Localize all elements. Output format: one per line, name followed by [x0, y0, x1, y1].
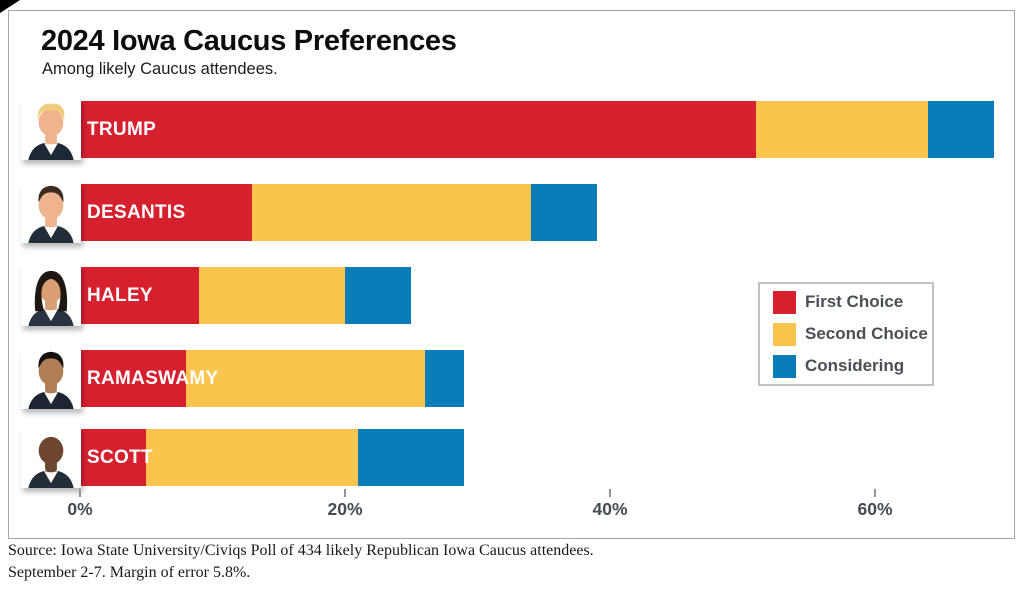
legend-item-second-choice: Second Choice: [773, 322, 932, 346]
bar-row-desantis: DESANTIS: [9, 182, 1014, 243]
x-tick-label-40: 40%: [592, 499, 628, 519]
source-line-1: Source: Iowa State University/Civiqs Pol…: [8, 542, 594, 559]
chart-subtitle: Among likely Caucus attendees.: [42, 60, 278, 78]
chart-title: 2024 Iowa Caucus Preferences: [41, 25, 457, 57]
ramaswamy-headshot-icon: [21, 348, 81, 409]
chart-frame: 2024 Iowa Caucus Preferences Among likel…: [8, 10, 1015, 539]
legend-label-first-choice: First Choice: [805, 292, 904, 311]
x-tick-label-0: 0%: [67, 499, 93, 519]
legend: First Choice Second Choice Considering: [758, 282, 934, 386]
legend-label-second-choice: Second Choice: [805, 324, 928, 343]
segment-considering-scott: [358, 429, 465, 486]
segment-first-choice-scott: [80, 429, 147, 486]
segment-first-choice-haley: [80, 267, 200, 324]
segment-first-choice-ramaswamy: [80, 350, 186, 407]
segment-first-choice-trump: [80, 101, 756, 158]
legend-swatch-second-choice: [773, 322, 796, 346]
x-tick-mark-20: [344, 489, 346, 497]
legend-item-first-choice: First Choice: [773, 290, 932, 314]
x-tick-label-20: 20%: [327, 499, 363, 519]
x-tick-mark-0: [79, 489, 81, 497]
haley-headshot-icon: [21, 265, 81, 326]
bar-row-haley: HALEY: [9, 265, 1014, 326]
segment-second-choice-trump: [755, 101, 928, 158]
candidate-label-haley: HALEY: [87, 285, 153, 306]
segment-second-choice-ramaswamy: [186, 350, 425, 407]
bar-row-ramaswamy: RAMASWAMY: [9, 348, 1014, 409]
trump-headshot-icon: [21, 99, 81, 160]
segment-second-choice-scott: [146, 429, 359, 486]
candidate-label-trump: TRUMP: [87, 119, 157, 140]
scott-headshot-icon: [21, 427, 81, 488]
candidate-label-scott: SCOTT: [87, 447, 153, 468]
x-tick-label-60: 60%: [857, 499, 893, 519]
candidate-label-ramaswamy: RAMASWAMY: [87, 368, 219, 389]
bar-row-scott: SCOTT: [9, 427, 1014, 488]
x-tick-mark-40: [609, 489, 611, 497]
legend-swatch-considering: [773, 354, 796, 378]
source-line-2: September 2-7. Margin of error 5.8%.: [8, 564, 251, 581]
candidate-label-desantis: DESANTIS: [87, 202, 186, 223]
legend-item-considering: Considering: [773, 354, 932, 378]
segment-first-choice-desantis: [80, 184, 253, 241]
segment-considering-trump: [928, 101, 995, 158]
legend-swatch-first-choice: [773, 290, 796, 314]
desantis-headshot-icon: [21, 182, 81, 243]
bar-row-trump: TRUMP: [9, 99, 1014, 160]
x-tick-mark-60: [874, 489, 876, 497]
segment-considering-desantis: [530, 184, 597, 241]
segment-second-choice-haley: [199, 267, 345, 324]
segment-second-choice-desantis: [252, 184, 531, 241]
segment-considering-ramaswamy: [424, 350, 465, 407]
source-note: Source: Iowa State University/Civiqs Pol…: [8, 540, 594, 584]
segment-considering-haley: [345, 267, 412, 324]
legend-label-considering: Considering: [805, 356, 905, 375]
